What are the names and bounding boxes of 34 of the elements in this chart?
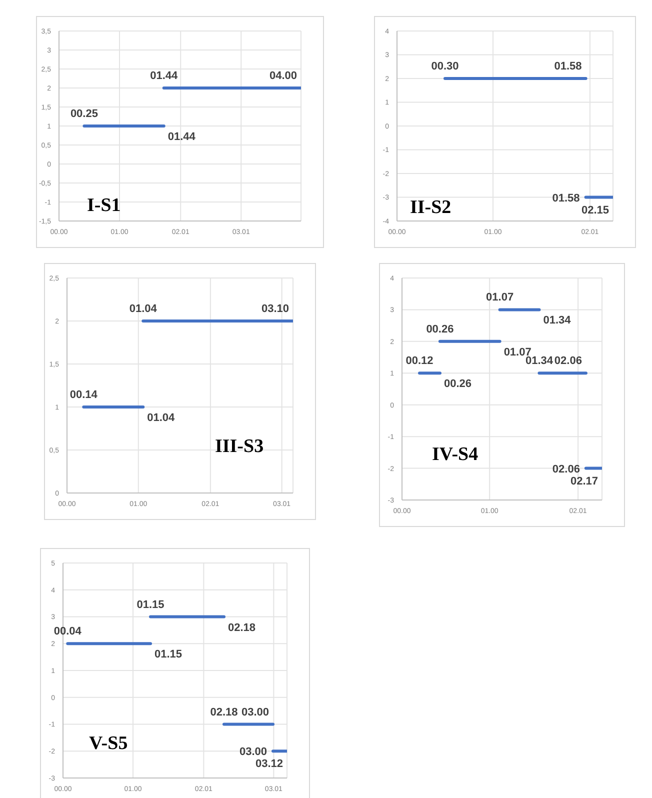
annotation: 03.00 (239, 746, 267, 758)
annotation: 01.58 (552, 192, 580, 204)
annotation: 03.10 (261, 303, 289, 315)
annotation: 01.44 (168, 131, 196, 143)
annotation: 01.04 (129, 303, 158, 315)
annotation: 01.44 (150, 70, 179, 82)
annotation: 01.34 (543, 314, 572, 327)
annotation: 00.30 (431, 60, 459, 72)
annotation: 04.00 (269, 70, 297, 82)
annotation: 03.12 (255, 758, 283, 770)
annotation: 00.25 (70, 108, 98, 120)
annotation: 00.12 (406, 355, 434, 368)
annotation: 00.04 (54, 626, 82, 638)
annotation: 02.18 (228, 622, 256, 634)
annotation: 02.17 (570, 475, 598, 488)
annotation: 03.00 (241, 706, 269, 718)
annotation: 01.07 (486, 292, 514, 304)
annotation: 00.26 (426, 323, 454, 336)
annotation: 02.18 (210, 706, 238, 718)
text: V-S5 (89, 733, 128, 755)
text: II-S2 (410, 197, 452, 219)
annotation: 01.15 (154, 648, 182, 661)
annotation: 01.04 (147, 412, 176, 424)
annotation: 01.58 (554, 60, 582, 72)
annotation: 00.14 (70, 389, 98, 401)
text: IV-S4 (432, 444, 478, 466)
annotation: 00.26 (444, 378, 472, 390)
annotation: 02.15 (581, 204, 609, 216)
text: III-S3 (215, 436, 264, 458)
annotation: 01.15 (136, 598, 164, 611)
annotation: 02.06 (552, 463, 580, 476)
text: I-S1 (87, 195, 121, 217)
annotation: 01.34 (525, 355, 554, 368)
annotation: 02.06 (554, 355, 582, 368)
